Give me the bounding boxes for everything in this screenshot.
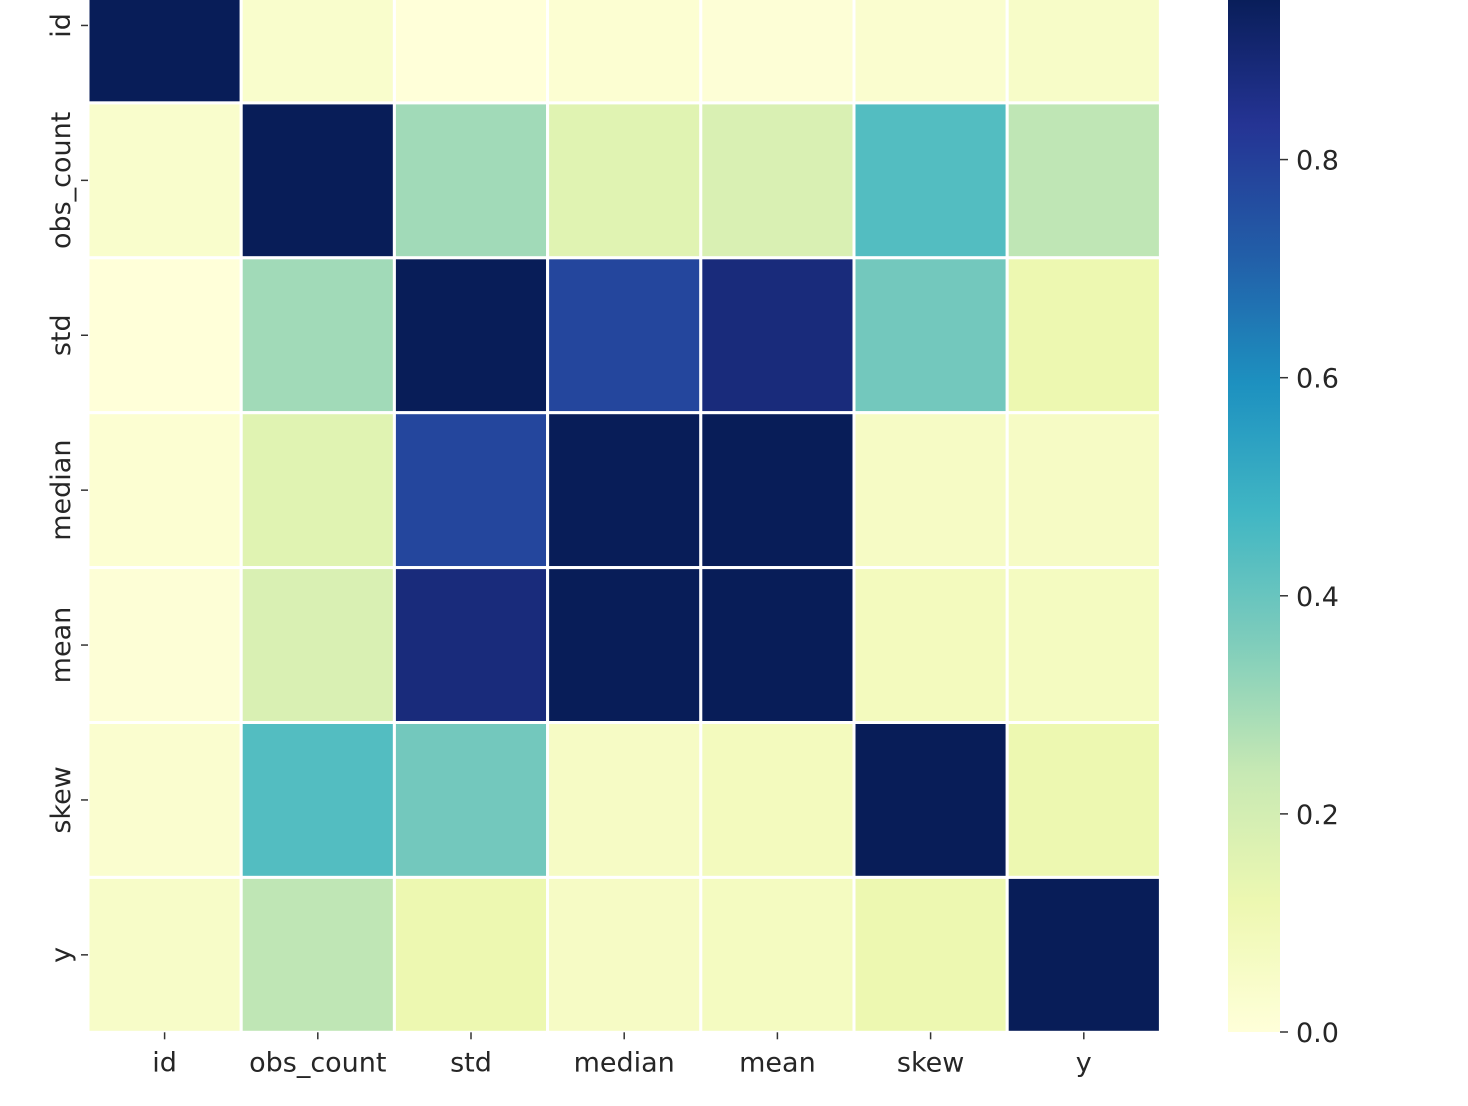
colorbar-tick-label: 0.4 — [1296, 582, 1339, 613]
heatmap-cell-skew-skew — [852, 721, 1009, 879]
y-tick-label: mean — [46, 607, 77, 684]
heatmap-cell-median-obs_count — [239, 411, 396, 570]
x-tick-label: std — [450, 1047, 492, 1078]
heatmap-cell-id-skew — [852, 0, 1009, 105]
colorbar-ticks: 0.0 0.2 0.4 0.6 0.8 — [1280, 146, 1339, 1049]
heatmap-cell-skew-y — [1005, 721, 1162, 879]
heatmap-cell-mean-mean — [699, 566, 856, 724]
heatmap-cell-obs_count-median — [546, 101, 703, 260]
heatmap-cell-median-y — [1005, 411, 1162, 570]
heatmap-cell-y-obs_count — [239, 875, 396, 1034]
heatmap-cell-y-mean — [699, 875, 856, 1034]
y-tick-label: skew — [46, 766, 77, 833]
x-tick-label: id — [152, 1047, 177, 1078]
heatmap-cell-obs_count-mean — [699, 101, 856, 260]
heatmap-cell-id-median — [546, 0, 703, 105]
x-tick-label: obs_count — [249, 1047, 386, 1078]
heatmap-cell-skew-obs_count — [239, 721, 396, 879]
heatmap-cell-mean-obs_count — [239, 566, 396, 724]
heatmap-cell-id-std — [392, 0, 550, 105]
heatmap-cell-mean-median — [546, 566, 703, 724]
heatmap-cell-y-y — [1005, 875, 1162, 1034]
heatmap-cell-y-median — [546, 875, 703, 1034]
heatmap-cell-mean-y — [1005, 566, 1162, 724]
y-tick-label: std — [46, 314, 77, 356]
heatmap-cell-skew-id — [86, 721, 243, 879]
y-tick-label: median — [46, 440, 77, 541]
heatmap-cell-id-obs_count — [239, 0, 396, 105]
colorbar-tick-label: 0.2 — [1296, 800, 1339, 831]
heatmap-cell-id-y — [1005, 0, 1162, 105]
heatmap-cell-median-median — [546, 411, 703, 570]
heatmap-cell-median-std — [392, 411, 550, 570]
heatmap-cell-std-y — [1005, 256, 1162, 415]
heatmap-cell-y-std — [392, 875, 550, 1034]
heatmap-cell-obs_count-std — [392, 101, 550, 260]
heatmap-cell-y-skew — [852, 875, 1009, 1034]
colorbar — [1228, 0, 1280, 1032]
heatmap-cell-mean-id — [86, 566, 243, 724]
y-tick-label: id — [46, 13, 77, 38]
x-tick-label: mean — [739, 1047, 816, 1078]
y-tick-label: obs_count — [46, 112, 77, 249]
heatmap-cell-std-std — [392, 256, 550, 415]
heatmap-cell-skew-mean — [699, 721, 856, 879]
heatmap-cell-skew-median — [546, 721, 703, 879]
heatmap-cell-std-mean — [699, 256, 856, 415]
heatmap-cell-id-mean — [699, 0, 856, 105]
heatmap-cell-std-obs_count — [239, 256, 396, 415]
heatmap-cell-median-mean — [699, 411, 856, 570]
heatmap-cells — [86, 0, 1162, 1034]
heatmap-cell-skew-std — [392, 721, 550, 879]
heatmap-cell-median-skew — [852, 411, 1009, 570]
x-tick-label: y — [1076, 1047, 1092, 1078]
x-tick-label: median — [574, 1047, 675, 1078]
heatmap-cell-std-median — [546, 256, 703, 415]
y-tick-label: y — [46, 947, 77, 963]
colorbar-tick-label: 0.0 — [1296, 1018, 1339, 1049]
heatmap-cell-obs_count-obs_count — [239, 101, 396, 260]
colorbar-tick-label: 0.8 — [1296, 146, 1339, 177]
heatmap-cell-y-id — [86, 875, 243, 1034]
colorbar-tick-label: 0.6 — [1296, 364, 1339, 395]
heatmap-cell-median-id — [86, 411, 243, 570]
heatmap-cell-id-id — [86, 0, 243, 105]
heatmap-cell-obs_count-id — [86, 101, 243, 260]
heatmap-cell-obs_count-skew — [852, 101, 1009, 260]
x-axis: id obs_count std median mean skew y — [152, 1032, 1092, 1078]
heatmap-cell-std-id — [86, 256, 243, 415]
heatmap-cell-mean-skew — [852, 566, 1009, 724]
heatmap-cell-std-skew — [852, 256, 1009, 415]
x-tick-label: skew — [897, 1047, 964, 1078]
heatmap-cell-obs_count-y — [1005, 101, 1162, 260]
heatmap-cell-mean-std — [392, 566, 550, 724]
